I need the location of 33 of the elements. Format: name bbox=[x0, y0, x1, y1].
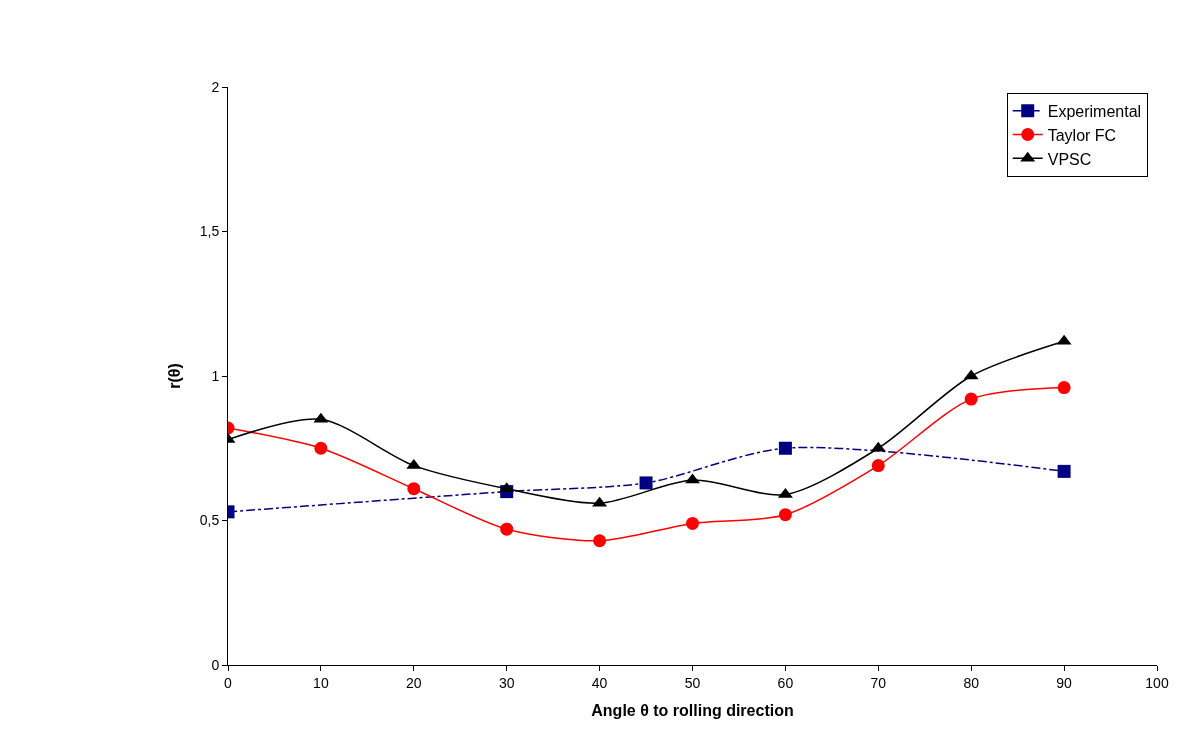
legend-label: VPSC bbox=[1047, 150, 1092, 168]
point bbox=[1057, 464, 1071, 478]
x-tick-label: 0 bbox=[224, 674, 233, 691]
point bbox=[639, 476, 653, 490]
point bbox=[1057, 381, 1071, 395]
point bbox=[500, 522, 514, 536]
x-tick-label: 50 bbox=[684, 674, 701, 691]
x-axis-title: Angle θ to rolling direction bbox=[591, 702, 794, 720]
point bbox=[778, 508, 792, 522]
legend-label: Taylor FC bbox=[1047, 126, 1117, 144]
y-tick-label: 1 bbox=[211, 367, 220, 384]
y-tick-label: 1,5 bbox=[199, 223, 220, 240]
x-tick-label: 80 bbox=[963, 674, 980, 691]
point bbox=[871, 459, 885, 473]
x-tick-label: 70 bbox=[870, 674, 887, 691]
point bbox=[686, 516, 699, 530]
x-tick-label: 60 bbox=[777, 674, 794, 691]
point bbox=[314, 441, 328, 455]
x-tick-label: 20 bbox=[406, 674, 422, 691]
x-tick-label: 40 bbox=[591, 674, 608, 691]
point bbox=[964, 392, 978, 406]
x-tick-label: 30 bbox=[498, 674, 515, 691]
legend-label: Experimental bbox=[1047, 102, 1142, 120]
point bbox=[407, 482, 421, 496]
x-tick-label: 10 bbox=[313, 674, 329, 691]
y-axis-title: r(θ) bbox=[165, 363, 183, 389]
y-tick-label: 0 bbox=[211, 656, 220, 673]
point bbox=[778, 441, 792, 455]
y-tick-label: 0,5 bbox=[199, 512, 220, 529]
point bbox=[593, 534, 607, 548]
x-tick-label: 90 bbox=[1056, 674, 1073, 691]
x-tick-label: 100 bbox=[1145, 674, 1169, 691]
y-tick-label: 2 bbox=[211, 78, 220, 95]
